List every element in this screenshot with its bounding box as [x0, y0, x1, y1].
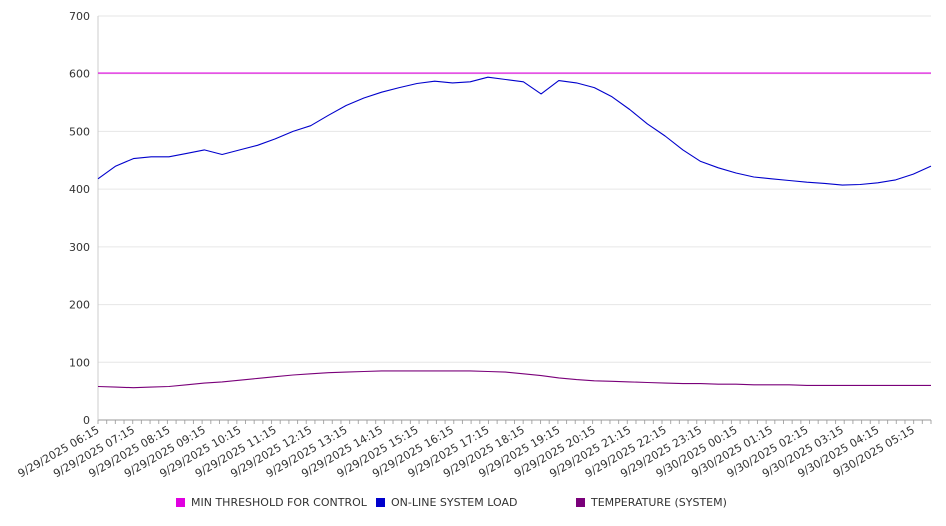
y-tick-label: 200	[69, 299, 90, 312]
y-axis-ticks: 0 100 200 300 400 500 600 700	[69, 10, 90, 427]
legend: MIN THRESHOLD FOR CONTROL ON-LINE SYSTEM…	[0, 496, 946, 518]
legend-swatch-temperature	[576, 498, 585, 507]
line-chart: 0 100 200 300 400 500 600 700 9/29/2025 06:159/…	[16, 10, 932, 480]
y-tick-label: 600	[69, 68, 90, 81]
y-tick-label: 0	[83, 414, 90, 427]
legend-item-temperature: TEMPERATURE (SYSTEM)	[576, 496, 727, 509]
legend-label-temperature: TEMPERATURE (SYSTEM)	[591, 496, 727, 509]
legend-item-min-threshold: MIN THRESHOLD FOR CONTROL	[176, 496, 367, 509]
legend-swatch-min-threshold	[176, 498, 185, 507]
y-tick-label: 300	[69, 241, 90, 254]
y-tick-label: 100	[69, 356, 90, 369]
legend-label-system-load: ON-LINE SYSTEM LOAD	[391, 496, 518, 509]
series-line-3	[97, 370, 931, 389]
series-line-2	[97, 76, 932, 186]
legend-label-min-threshold: MIN THRESHOLD FOR CONTROL	[191, 496, 367, 509]
legend-item-system-load: ON-LINE SYSTEM LOAD	[376, 496, 517, 509]
y-tick-label: 400	[69, 183, 90, 196]
y-tick-label: 700	[69, 10, 90, 23]
y-tick-label: 500	[69, 125, 90, 138]
gridlines	[98, 15, 931, 363]
x-axis-ticks: 9/29/2025 06:159/29/2025 07:159/29/2025 …	[16, 420, 932, 480]
legend-swatch-system-load	[376, 498, 385, 507]
series-lines	[97, 72, 932, 389]
